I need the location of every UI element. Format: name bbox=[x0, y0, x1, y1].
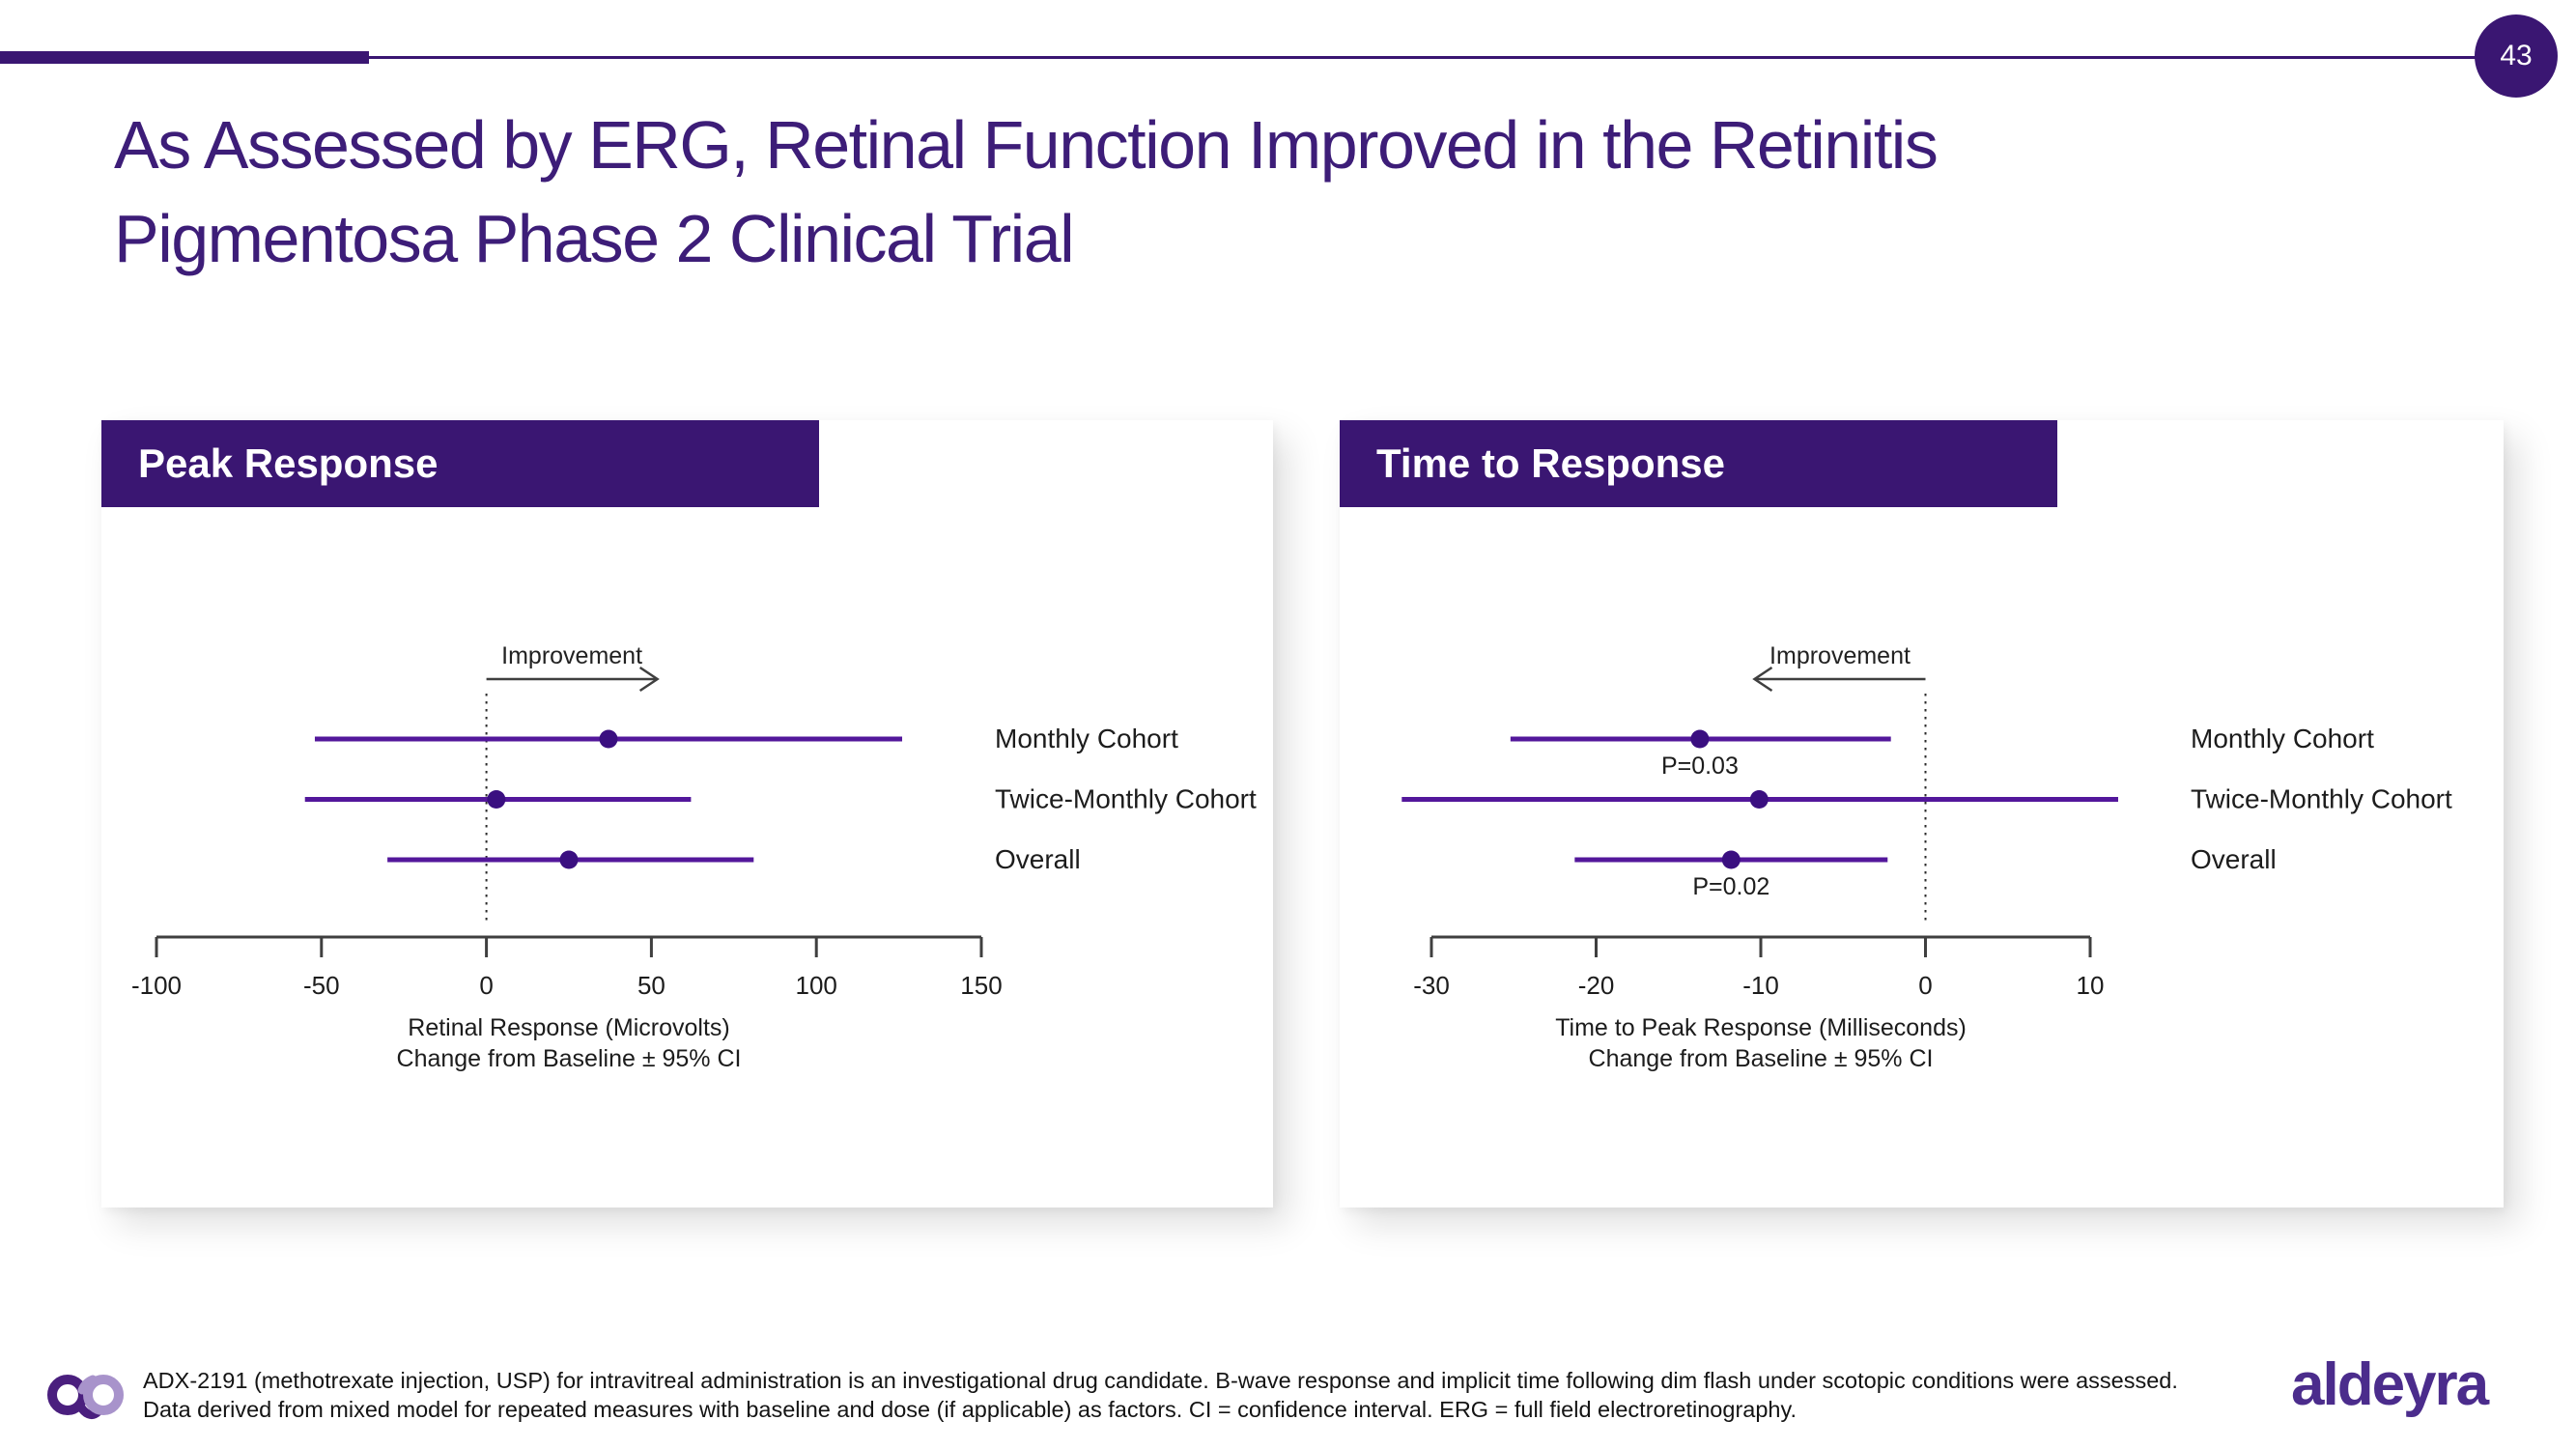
footnote: ADX-2191 (methotrexate injection, USP) f… bbox=[143, 1366, 2178, 1424]
x-axis-tick-label: 0 bbox=[1918, 971, 1932, 1000]
cohort-label: Overall bbox=[2191, 844, 2277, 874]
peak-response-forest-plot: Improvement Monthly Cohort Twice-Monthly C… bbox=[131, 642, 1257, 1072]
cohort-label: Monthly Cohort bbox=[2191, 724, 2374, 753]
aldeyra-logo-mark-icon bbox=[47, 1375, 124, 1419]
estimate-dot bbox=[599, 729, 618, 749]
x-axis-tick-label: -20 bbox=[1578, 971, 1615, 1000]
x-axis-title-line1: Retinal Response (Microvolts) bbox=[408, 1014, 729, 1041]
time-to-response-panel-header: Time to Response bbox=[1340, 420, 2057, 507]
slide-title: As Assessed by ERG, Retinal Function Imp… bbox=[114, 99, 2335, 286]
cohort-label: Overall bbox=[995, 844, 1081, 874]
aldeyra-wordmark: aldeyra bbox=[2291, 1351, 2489, 1418]
footnote-line2: Data derived from mixed model for repeat… bbox=[143, 1397, 1798, 1422]
top-rule-accent-bar bbox=[0, 51, 369, 64]
estimate-dot bbox=[1721, 850, 1741, 869]
x-axis-tick-label: 150 bbox=[960, 971, 1002, 1000]
slide-title-line1: As Assessed by ERG, Retinal Function Imp… bbox=[114, 107, 1939, 183]
x-axis-tick-label: 50 bbox=[637, 971, 665, 1000]
x-axis-tick-label: 10 bbox=[2077, 971, 2105, 1000]
p-value-label: P=0.02 bbox=[1692, 873, 1769, 900]
improvement-label: Improvement bbox=[1769, 642, 1911, 669]
estimate-dot bbox=[1749, 790, 1769, 809]
cohort-label: Twice-Monthly Cohort bbox=[2191, 784, 2452, 814]
x-axis-title-line1: Time to Peak Response (Milliseconds) bbox=[1555, 1014, 1967, 1041]
x-axis-tick-label: -50 bbox=[303, 971, 340, 1000]
cohort-label: Monthly Cohort bbox=[995, 724, 1178, 753]
page-number: 43 bbox=[2500, 40, 2533, 71]
estimate-dot bbox=[1690, 729, 1710, 749]
peak-response-panel-header: Peak Response bbox=[101, 420, 819, 507]
x-axis-tick-label: 0 bbox=[479, 971, 493, 1000]
top-rule-line bbox=[0, 56, 2476, 59]
x-axis-title-line2: Change from Baseline ± 95% CI bbox=[1589, 1045, 1934, 1072]
x-axis-tick-label: -100 bbox=[131, 971, 182, 1000]
time-to-response-panel-title: Time to Response bbox=[1376, 440, 1725, 486]
time-to-response-forest-plot: Improvement Monthly Cohort P=0.03 Twice-Mon… bbox=[1401, 642, 2452, 1072]
time-to-response-panel: Improvement Monthly Cohort P=0.03 Twice-Mon… bbox=[1340, 420, 2504, 1208]
improvement-arrow-head bbox=[1752, 666, 1773, 693]
estimate-dot bbox=[559, 850, 579, 869]
cohort-label: Twice-Monthly Cohort bbox=[995, 784, 1257, 814]
improvement-arrow-head bbox=[638, 666, 660, 693]
footnote-line1: ADX-2191 (methotrexate injection, USP) f… bbox=[143, 1368, 2178, 1393]
improvement-label: Improvement bbox=[501, 642, 642, 669]
peak-response-panel: Improvement Monthly Cohort Twice-Monthly C… bbox=[101, 420, 1273, 1208]
p-value-label: P=0.03 bbox=[1661, 753, 1739, 780]
peak-response-panel-title: Peak Response bbox=[138, 440, 439, 486]
x-axis-tick-label: -30 bbox=[1413, 971, 1450, 1000]
estimate-dot bbox=[487, 790, 506, 809]
x-axis-title-line2: Change from Baseline ± 95% CI bbox=[397, 1045, 742, 1072]
x-axis-tick-label: -10 bbox=[1742, 971, 1779, 1000]
x-axis-tick-label: 100 bbox=[796, 971, 837, 1000]
slide-title-line2: Pigmentosa Phase 2 Clinical Trial bbox=[114, 201, 1075, 276]
page-number-badge: 43 bbox=[2475, 14, 2558, 98]
